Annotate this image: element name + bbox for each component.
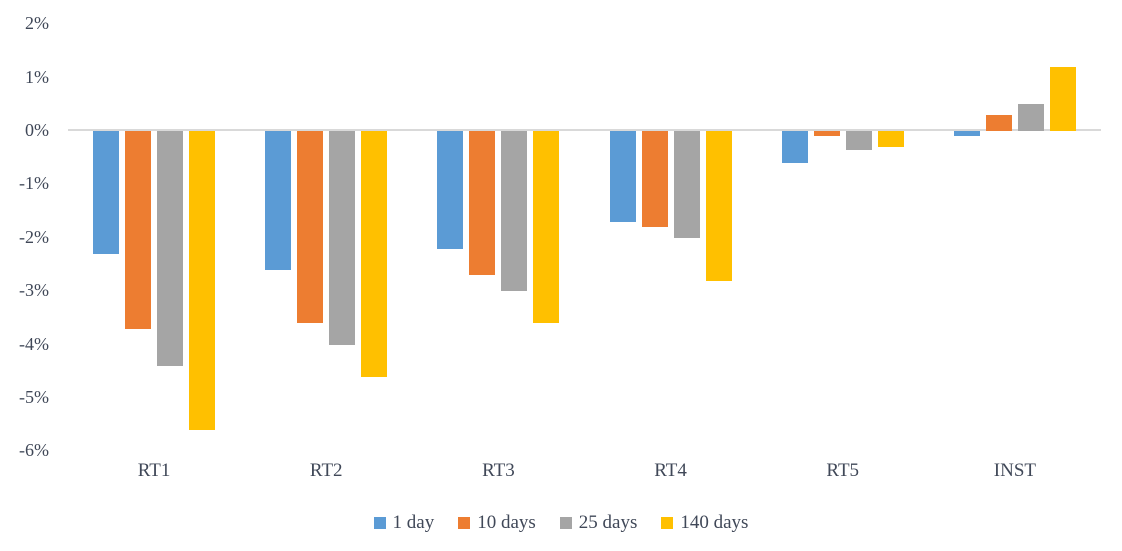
bar-rt1-140-days	[189, 131, 215, 430]
legend-item-25-days: 25 days	[559, 512, 638, 534]
legend-item-10-days: 10 days	[458, 512, 536, 534]
y-axis-tick-label: 2%	[25, 13, 49, 34]
bar-rt4-10-days	[642, 131, 668, 228]
bar-rt4-25-days	[674, 131, 700, 238]
legend-swatch-icon	[559, 517, 572, 529]
bar-rt3-25-days	[501, 131, 527, 292]
bar-inst-140-days	[1050, 66, 1076, 131]
bar-rt4-140-days	[706, 131, 732, 281]
bar-rt2-1-day	[265, 131, 291, 270]
y-axis-tick-label: -6%	[19, 440, 49, 461]
bar-rt1-25-days	[157, 131, 183, 366]
x-axis-label-rt3: RT3	[482, 460, 515, 481]
legend-item-1-day: 1 day	[373, 512, 435, 534]
bar-rt5-1-day	[782, 131, 808, 163]
legend-label: 140 days	[680, 512, 749, 533]
bar-rt5-140-days	[878, 131, 904, 147]
x-axis-label-inst: INST	[993, 460, 1037, 481]
bar-rt2-140-days	[361, 131, 387, 377]
x-axis-label-rt5: RT5	[826, 460, 860, 481]
y-axis-tick-label: -3%	[19, 280, 49, 301]
x-axis-label-rt2: RT2	[309, 460, 343, 481]
legend-label: 25 days	[578, 512, 638, 533]
legend-swatch-icon	[458, 517, 471, 529]
bar-rt3-140-days	[533, 131, 559, 324]
bar-inst-1-day	[954, 131, 980, 137]
bar-rt2-25-days	[329, 131, 355, 345]
bar-rt1-1-day	[93, 131, 119, 254]
y-axis-tick-label: -1%	[19, 173, 49, 194]
bar-rt3-10-days	[469, 131, 495, 276]
y-axis-tick-label: -2%	[19, 226, 49, 247]
y-axis-tick-label: -5%	[19, 387, 49, 407]
zero-axis-line	[68, 129, 1101, 131]
bar-rt5-25-days	[846, 131, 872, 150]
legend-swatch-icon	[373, 517, 386, 529]
bar-rt5-10-days	[814, 131, 840, 137]
legend: 1 day 10 days 25 days 140 days	[0, 512, 1122, 534]
y-axis-tick-label: -4%	[19, 333, 49, 354]
legend-label: 10 days	[477, 512, 536, 533]
bar-rt1-10-days	[125, 131, 151, 329]
y-axis-tick-label: 0%	[25, 120, 49, 140]
x-axis-label-rt4: RT4	[654, 460, 687, 481]
bar-rt3-1-day	[437, 131, 463, 249]
x-axis-label-rt1: RT1	[137, 460, 171, 481]
legend-item-140-days: 140 days	[661, 512, 748, 534]
y-axis-tick-label: 1%	[25, 66, 49, 87]
legend-label: 1 day	[392, 512, 435, 533]
bar-inst-25-days	[1018, 104, 1044, 131]
bar-inst-10-days	[986, 115, 1012, 131]
bar-rt4-1-day	[610, 131, 636, 222]
legend-swatch-icon	[661, 517, 674, 529]
bar-rt2-10-days	[297, 131, 323, 324]
